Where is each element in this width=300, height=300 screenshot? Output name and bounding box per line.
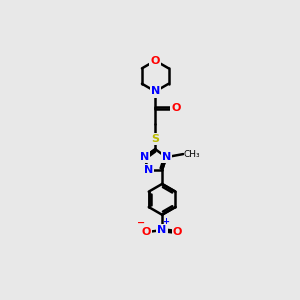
Text: O: O <box>151 56 160 66</box>
Text: CH₃: CH₃ <box>184 150 201 159</box>
Text: +: + <box>162 217 169 226</box>
Text: N: N <box>144 165 153 175</box>
Text: −: − <box>137 218 146 228</box>
Text: N: N <box>151 86 160 96</box>
Text: N: N <box>158 225 167 235</box>
Text: O: O <box>173 227 182 237</box>
Text: O: O <box>142 227 152 237</box>
Text: O: O <box>171 103 181 113</box>
Text: S: S <box>151 134 159 144</box>
Text: N: N <box>140 152 149 162</box>
Text: N: N <box>162 152 171 162</box>
